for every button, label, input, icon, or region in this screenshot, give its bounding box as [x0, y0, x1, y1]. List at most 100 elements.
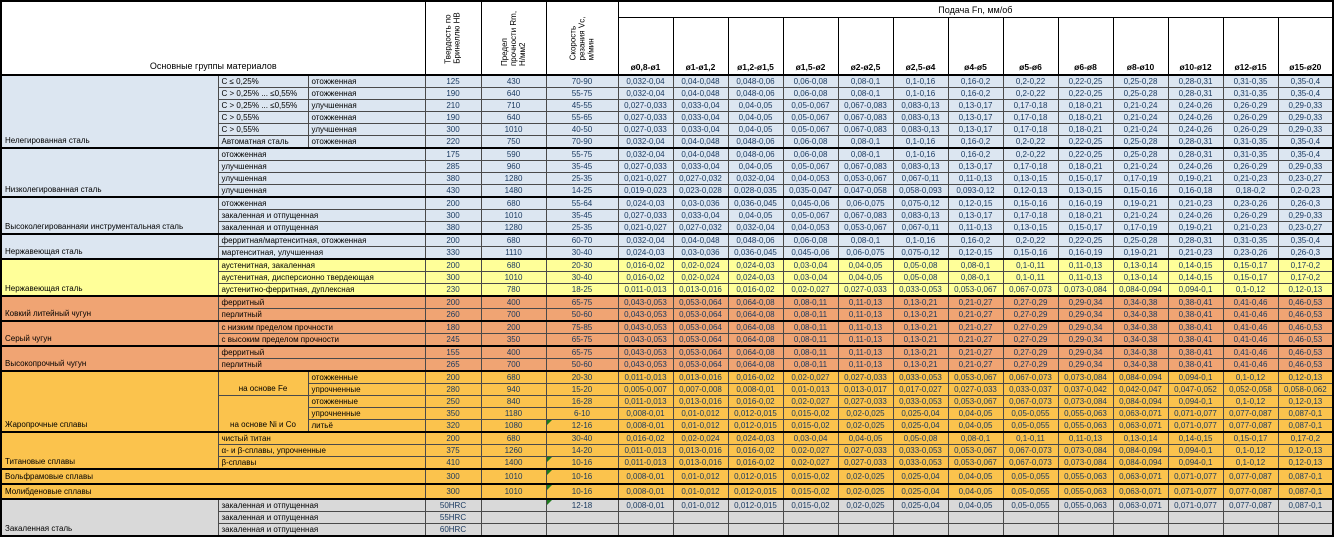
feed-cell[interactable]: 0,46-0,53	[1277, 358, 1334, 372]
feed-cell[interactable]: 0,25-0,28	[1112, 87, 1169, 100]
material-group-cell[interactable]: Нержавеющая сталь	[0, 258, 219, 297]
feed-cell[interactable]: 0,071-0,077	[1167, 483, 1224, 500]
feed-cell[interactable]: 0,11-0,13	[1057, 271, 1114, 284]
feed-cell[interactable]: 0,08-0,11	[782, 333, 839, 347]
feed-cell[interactable]: 0,18-0,21	[1057, 160, 1114, 173]
diameter-header-cell[interactable]: ø12-ø15	[1222, 17, 1279, 76]
feed-cell[interactable]: 0,19-0,21	[1112, 246, 1169, 260]
feed-cell[interactable]: 0,1-0,16	[892, 147, 949, 161]
feed-cell[interactable]: 0,064-0,08	[727, 295, 784, 309]
feed-cell[interactable]: 0,04-0,053	[782, 172, 839, 185]
feed-cell[interactable]: 0,083-0,13	[892, 160, 949, 173]
vc-cell[interactable]: 15-20	[545, 383, 619, 396]
feed-cell[interactable]: 0,29-0,33	[1277, 209, 1334, 222]
vc-cell[interactable]: 45-55	[545, 99, 619, 112]
feed-cell[interactable]: 0,46-0,53	[1277, 333, 1334, 347]
feed-cell[interactable]	[727, 523, 784, 537]
feed-cell[interactable]: 0,34-0,38	[1112, 308, 1169, 322]
feed-cell[interactable]: 0,067-0,073	[1002, 395, 1059, 408]
feed-cell[interactable]: 0,005-0,007	[617, 383, 674, 396]
feed-cell[interactable]: 0,35-0,4	[1277, 135, 1334, 149]
feed-cell[interactable]: 0,16-0,2	[947, 233, 1004, 247]
feed-cell[interactable]: 0,28-0,31	[1167, 233, 1224, 247]
feed-cell[interactable]: 0,053-0,067	[947, 444, 1004, 457]
diameter-header-cell[interactable]: ø1-ø1,2	[672, 17, 729, 76]
feed-cell[interactable]: 0,06-0,08	[782, 135, 839, 149]
feed-cell[interactable]: 0,027-0,033	[617, 99, 674, 112]
feed-cell[interactable]: 0,027-0,033	[617, 123, 674, 136]
feed-cell[interactable]: 0,27-0,29	[1002, 333, 1059, 347]
feed-cell[interactable]: 0,24-0,26	[1167, 209, 1224, 222]
hb-cell[interactable]: 320	[424, 419, 482, 433]
feed-cell[interactable]: 0,012-0,015	[727, 483, 784, 500]
vc-cell[interactable]: 55-75	[545, 147, 619, 161]
material-condition-cell[interactable]: улучшенная	[217, 172, 426, 185]
feed-cell[interactable]: 0,01-0,012	[672, 483, 729, 500]
feed-cell[interactable]: 0,033-0,04	[672, 99, 729, 112]
feed-cell[interactable]: 0,053-0,064	[672, 333, 729, 347]
feed-cell[interactable]: 0,053-0,067	[947, 283, 1004, 297]
feed-cell[interactable]: 0,073-0,084	[1057, 283, 1114, 297]
feed-cell[interactable]: 0,13-0,21	[892, 295, 949, 309]
feed-cell[interactable]: 0,13-0,17	[947, 160, 1004, 173]
feed-cell[interactable]: 0,26-0,3	[1277, 246, 1334, 260]
feed-cell[interactable]: 0,027-0,033	[617, 209, 674, 222]
feed-cell[interactable]: 0,21-0,23	[1222, 221, 1279, 235]
feed-cell[interactable]: 0,083-0,13	[892, 123, 949, 136]
feed-cell[interactable]: 0,011-0,013	[617, 444, 674, 457]
feed-cell[interactable]: 0,11-0,13	[837, 320, 894, 334]
feed-cell[interactable]: 0,087-0,1	[1277, 498, 1334, 512]
feed-cell[interactable]: 0,18-0,21	[1057, 209, 1114, 222]
feed-cell[interactable]: 0,29-0,33	[1277, 111, 1334, 124]
feed-cell[interactable]: 0,19-0,21	[1167, 172, 1224, 185]
feed-cell[interactable]: 0,16-0,2	[947, 87, 1004, 100]
feed-cell[interactable]: 0,11-0,13	[837, 345, 894, 359]
feed-cell[interactable]: 0,14-0,15	[1167, 258, 1224, 272]
rm-cell[interactable]: 430	[480, 74, 547, 88]
feed-cell[interactable]: 0,38-0,41	[1167, 358, 1224, 372]
feed-cell[interactable]: 0,21-0,27	[947, 308, 1004, 322]
hb-cell[interactable]: 375	[424, 444, 482, 457]
feed-cell[interactable]: 0,18-0,2	[1222, 184, 1279, 198]
feed-cell[interactable]: 0,02-0,024	[672, 258, 729, 272]
feed-cell[interactable]: 0,31-0,35	[1222, 233, 1279, 247]
feed-cell[interactable]: 0,16-0,2	[947, 135, 1004, 149]
feed-cell[interactable]: 0,29-0,33	[1277, 123, 1334, 136]
feed-cell[interactable]: 0,053-0,067	[947, 395, 1004, 408]
feed-cell[interactable]: 0,015-0,02	[782, 498, 839, 512]
feed-cell[interactable]: 0,04-0,05	[837, 271, 894, 284]
feed-cell[interactable]	[1167, 511, 1224, 524]
feed-cell[interactable]: 0,033-0,04	[672, 123, 729, 136]
feed-cell[interactable]: 0,027-0,032	[672, 221, 729, 235]
feed-cell[interactable]: 0,15-0,16	[1112, 184, 1169, 198]
vc-cell[interactable]: 60-70	[545, 233, 619, 247]
vc-cell[interactable]: 25-35	[545, 221, 619, 235]
feed-cell[interactable]: 0,016-0,02	[617, 431, 674, 445]
feed-cell[interactable]	[672, 523, 729, 537]
material-condition-cell[interactable]: отожженная	[307, 135, 426, 149]
vc-cell[interactable]: 18-25	[545, 283, 619, 297]
feed-cell[interactable]: 0,025-0,04	[892, 483, 949, 500]
feed-cell[interactable]: 0,2-0,23	[1277, 184, 1334, 198]
feed-cell[interactable]: 0,04-0,05	[837, 431, 894, 445]
feed-cell[interactable]: 0,058-0,093	[892, 184, 949, 198]
rm-cell[interactable]: 1280	[480, 221, 547, 235]
feed-cell[interactable]: 0,13-0,14	[1112, 431, 1169, 445]
feed-cell[interactable]: 0,008-0,01	[617, 498, 674, 512]
feed-cell[interactable]: 0,071-0,077	[1167, 498, 1224, 512]
feed-cell[interactable]: 0,41-0,46	[1222, 308, 1279, 322]
feed-cell[interactable]: 0,15-0,17	[1222, 258, 1279, 272]
feed-cell[interactable]: 0,037-0,042	[1057, 383, 1114, 396]
feed-cell[interactable]: 0,053-0,064	[672, 345, 729, 359]
rm-cell[interactable]: 590	[480, 147, 547, 161]
feed-cell[interactable]: 0,033-0,053	[892, 395, 949, 408]
feed-cell[interactable]: 0,21-0,23	[1167, 246, 1224, 260]
hb-cell[interactable]: 300	[424, 123, 482, 136]
feed-cell[interactable]: 0,1-0,12	[1222, 283, 1279, 297]
feed-cell[interactable]: 0,016-0,02	[727, 395, 784, 408]
rm-cell[interactable]: 680	[480, 431, 547, 445]
feed-cell[interactable]: 0,025-0,04	[892, 498, 949, 512]
feed-cell[interactable]: 0,15-0,16	[1002, 196, 1059, 210]
material-group-cell[interactable]: Нержавеющая сталь	[0, 233, 219, 260]
material-condition-cell[interactable]: чистый титан	[217, 431, 426, 445]
